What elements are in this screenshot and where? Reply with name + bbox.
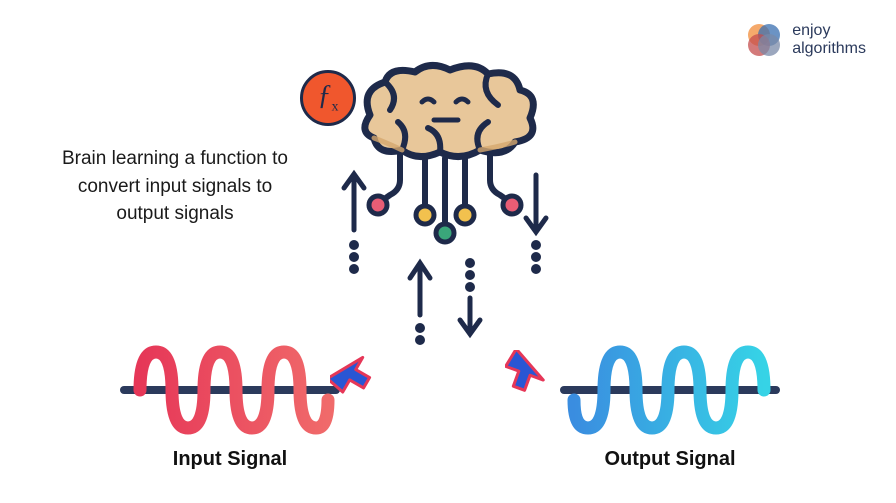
input-signal-block: Input Signal — [120, 340, 340, 471]
output-signal-label: Output Signal — [560, 448, 780, 471]
logo-text-line1: enjoy — [792, 22, 866, 40]
brand-logo: enjoy algorithms — [744, 20, 866, 60]
brain-graphic — [330, 60, 560, 355]
input-signal-label: Input Signal — [120, 448, 340, 471]
input-signal-wave-icon — [120, 340, 340, 435]
output-signal-block: Output Signal — [560, 340, 780, 471]
brain-icon — [365, 65, 533, 156]
arrow-in-icon — [330, 350, 374, 394]
logo-text-line2: algorithms — [792, 40, 866, 58]
arrow-out-icon — [505, 350, 549, 394]
output-signal-wave-icon — [560, 340, 780, 435]
diagram-caption: Brain learning a function to convert inp… — [60, 145, 290, 228]
logo-blob-icon — [744, 20, 784, 60]
